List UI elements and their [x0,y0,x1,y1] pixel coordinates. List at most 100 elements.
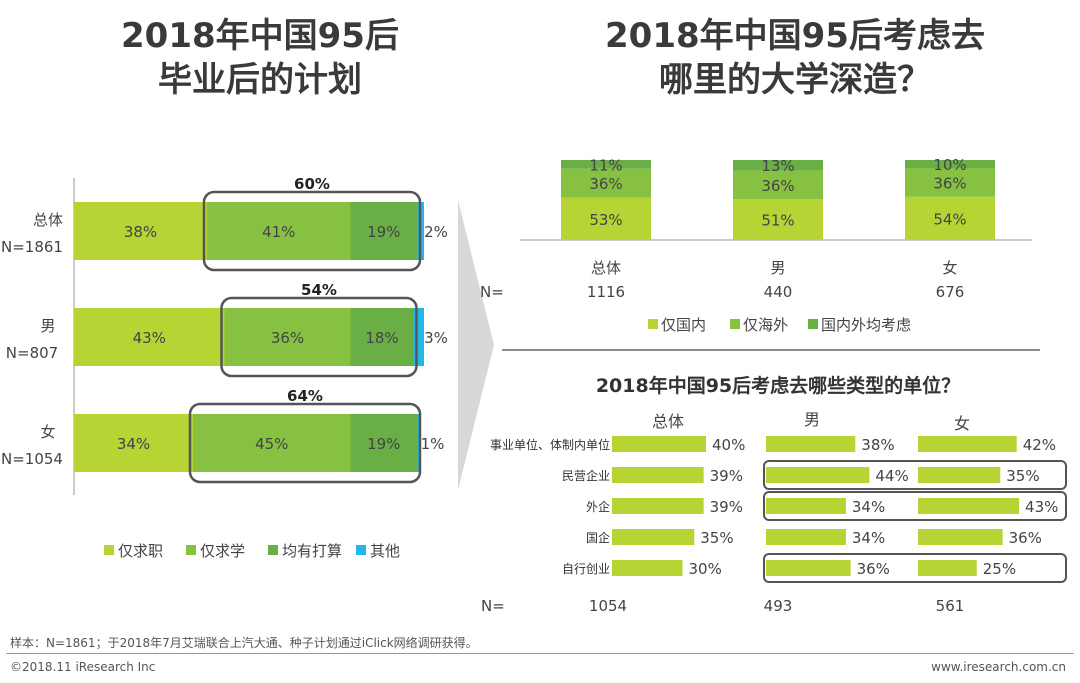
plans-category-label: 女 [40,423,55,441]
destination-legend-swatch [808,319,818,329]
plans-legend-swatch [186,545,196,555]
destination-value-label: 36% [761,177,794,195]
plans-highlight-box [202,190,422,272]
destination-value-label: 10% [933,156,966,174]
destination-value-label: 11% [589,156,622,174]
employer-value-label: 40% [712,436,745,454]
plans-bar-仅求职 [74,414,193,472]
plans-bar-均有打算 [350,308,414,366]
destination-value-label: 53% [589,211,622,229]
employer-value-label: 36% [857,560,890,578]
plans-value-label: 34% [117,435,150,453]
employer-value-label: 39% [710,467,743,485]
employer-bar-女 [918,467,1001,483]
destination-value-label: 54% [933,210,966,228]
website: www.iresearch.com.cn [931,660,1066,674]
plans-highlight-total: 64% [287,387,323,405]
employer-value-label: 42% [1023,436,1056,454]
right-charts: 53%36%11%总体111651%36%13%男44054%36%10%女67… [480,156,1067,615]
employer-n-value: 493 [764,597,793,615]
destination-legend-label: 仅海外 [743,316,788,334]
employer-value-label: 30% [689,560,722,578]
employer-chart-title: 2018年中国95后考虑去哪些类型的单位？ [596,374,960,397]
plans-value-label: 1% [421,435,445,453]
employer-value-label: 34% [852,529,885,547]
employer-category-label: 国企 [586,530,610,545]
employer-value-label: 35% [1006,467,1039,485]
left-title: 2018年中国95后 毕业后的计划 [60,14,460,102]
destination-n-value: 1116 [587,283,625,301]
destination-bar-仅国内 [561,197,651,240]
employer-highlight-box [763,491,1067,521]
destination-value-label: 36% [589,175,622,193]
destination-legend-label: 仅国内 [661,316,706,334]
employer-category-label: 民营企业 [562,468,610,483]
plans-category-n: N=807 [6,344,58,362]
destination-legend-swatch [730,319,740,329]
destination-value-label: 51% [761,212,794,230]
plans-bar-仅求职 [74,308,225,366]
employer-bar-男 [766,560,851,576]
plans-legend-swatch [356,545,366,555]
right-title-line1: 2018年中国95后考虑去 [605,16,985,56]
plans-value-label: 2% [424,223,448,241]
employer-bar-女 [918,498,1020,514]
employer-n-value: 561 [936,597,965,615]
plans-bar-均有打算 [350,202,417,260]
employer-value-label: 35% [700,529,733,547]
destination-bar-仅海外 [905,168,995,197]
plans-category-label: 总体 [33,211,63,229]
sample-note: 样本：N=1861；于2018年7月艾瑞联合上汽大通、种子计划通过iClick网… [10,636,478,650]
employer-group-header: 女 [954,414,970,433]
destination-bar-仅海外 [733,170,823,200]
plans-value-label: 19% [367,435,400,453]
destination-value-label: 36% [933,174,966,192]
plans-bar-仅求学 [207,202,351,260]
destination-category-label: 女 [942,259,957,277]
plans-chart: 38% 41% 19% 2% 60% 总体 N=1861 43% 36% 18% 3% 54% 男 N=8… [1,175,448,560]
employer-bar-男 [766,467,870,483]
employer-bar-男 [766,498,846,514]
destination-n-value: 440 [764,283,793,301]
destination-bar-仅海外 [561,168,651,198]
employer-bar-女 [918,529,1003,545]
plans-value-label: 18% [365,329,398,347]
plans-legend-swatch [104,545,114,555]
plans-category-label: 男 [40,317,55,335]
employer-value-label: 44% [875,467,908,485]
destination-bar-仅国内 [905,196,995,240]
employer-bar-总体 [612,560,683,576]
employer-value-label: 38% [861,436,894,454]
plans-value-label: 38% [124,223,157,241]
employer-bar-总体 [612,529,695,545]
copyright: ©2018.11 iResearch Inc [10,660,156,674]
employer-category-label: 事业单位、体制内单位 [490,437,610,452]
plans-value-label: 36% [271,329,304,347]
plans-legend-label: 均有打算 [282,542,342,560]
plans-bar-仅求学 [224,308,351,366]
employer-bar-女 [918,560,977,576]
employer-bar-男 [766,436,856,452]
plans-bar-仅求职 [74,202,207,260]
employer-bar-总体 [612,436,706,452]
plans-bar-仅求学 [193,414,351,472]
plans-legend-swatch [268,545,278,555]
employer-n-label: N= [481,597,505,615]
employer-category-label: 自行创业 [562,562,610,576]
destination-bar-仅国内 [733,199,823,240]
employer-category-label: 外企 [586,499,610,514]
employer-value-label: 36% [1009,529,1042,547]
employer-value-label: 43% [1025,498,1058,516]
right-title-line2: 哪里的大学深造？ [659,60,931,100]
destination-bar-国内外均考虑 [733,160,823,171]
plans-category-n: N=1861 [1,238,63,256]
destination-bar-国内外均考虑 [905,160,995,168]
plans-bar-其他 [413,308,424,366]
employer-group-header: 总体 [652,412,684,431]
left-title-line2: 毕业后的计划 [158,60,362,100]
footer-divider [6,653,1074,654]
destination-bar-国内外均考虑 [561,160,651,169]
plans-value-label: 19% [367,223,400,241]
left-title-line1: 2018年中国95后 [121,16,399,56]
employer-bar-男 [766,529,846,545]
